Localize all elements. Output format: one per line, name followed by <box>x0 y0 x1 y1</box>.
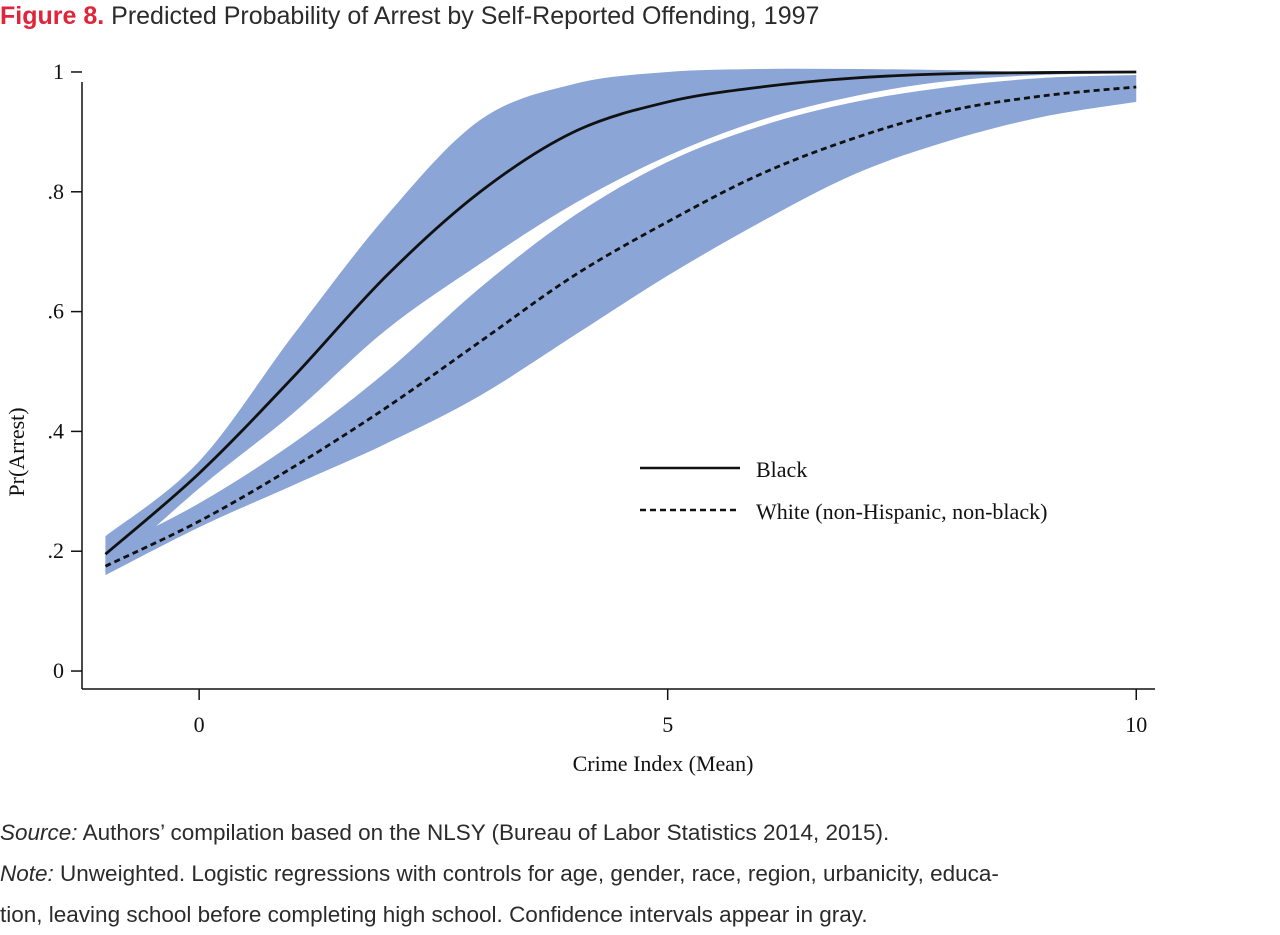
y-tick-label: .2 <box>48 538 65 563</box>
x-tick-label: 0 <box>194 712 205 737</box>
y-tick-label: .4 <box>48 418 65 443</box>
y-tick-label: .6 <box>48 299 65 324</box>
note-label: Note: <box>0 861 54 886</box>
series-line-black <box>104 70 1137 556</box>
x-axis-label: Crime Index (Mean) <box>573 751 754 776</box>
confidence-band-black <box>105 68 1137 573</box>
legend: Black White (non-Hispanic, non-black) <box>640 457 1047 524</box>
source-text: Authors’ compilation based on the NLSY (… <box>82 820 890 845</box>
note-text-1: Unweighted. Logistic regressions with co… <box>60 861 999 886</box>
source-note: Source: Authors’ compilation based on th… <box>0 812 1280 853</box>
figure-label: Figure 8. <box>0 2 105 30</box>
x-tick-label: 10 <box>1125 712 1147 737</box>
confidence-band-white <box>105 74 1137 576</box>
y-tick-label: 1 <box>53 60 64 84</box>
y-tick-label: 0 <box>53 658 64 683</box>
y-tick-label: .8 <box>48 179 65 204</box>
note-line-2: tion, leaving school before completing h… <box>0 894 1280 935</box>
chart: 0.2.4.6.810 5 10 Pr(Arrest) Crime Index (M… <box>4 60 1155 776</box>
figure-title: Figure 8. Predicted Probability of Arres… <box>0 0 1280 36</box>
legend-label-white: White (non-Hispanic, non-black) <box>756 499 1047 524</box>
source-label: Source: <box>0 820 78 845</box>
x-tick-label: 5 <box>662 712 673 737</box>
series-line-white <box>104 85 1137 568</box>
figure-title-text: Predicted Probability of Arrest by Self-… <box>111 2 820 30</box>
confidence-bands <box>105 68 1137 576</box>
series-lines <box>104 70 1137 568</box>
note-text-2: tion, leaving school before completing h… <box>0 902 868 927</box>
y-axis-label: Pr(Arrest) <box>4 407 29 496</box>
note-line-1: Note: Unweighted. Logistic regressions w… <box>0 853 1280 894</box>
footnotes: Source: Authors’ compilation based on th… <box>0 812 1280 935</box>
legend-label-black: Black <box>756 457 807 482</box>
axes: 0.2.4.6.810 5 10 <box>48 60 1155 737</box>
